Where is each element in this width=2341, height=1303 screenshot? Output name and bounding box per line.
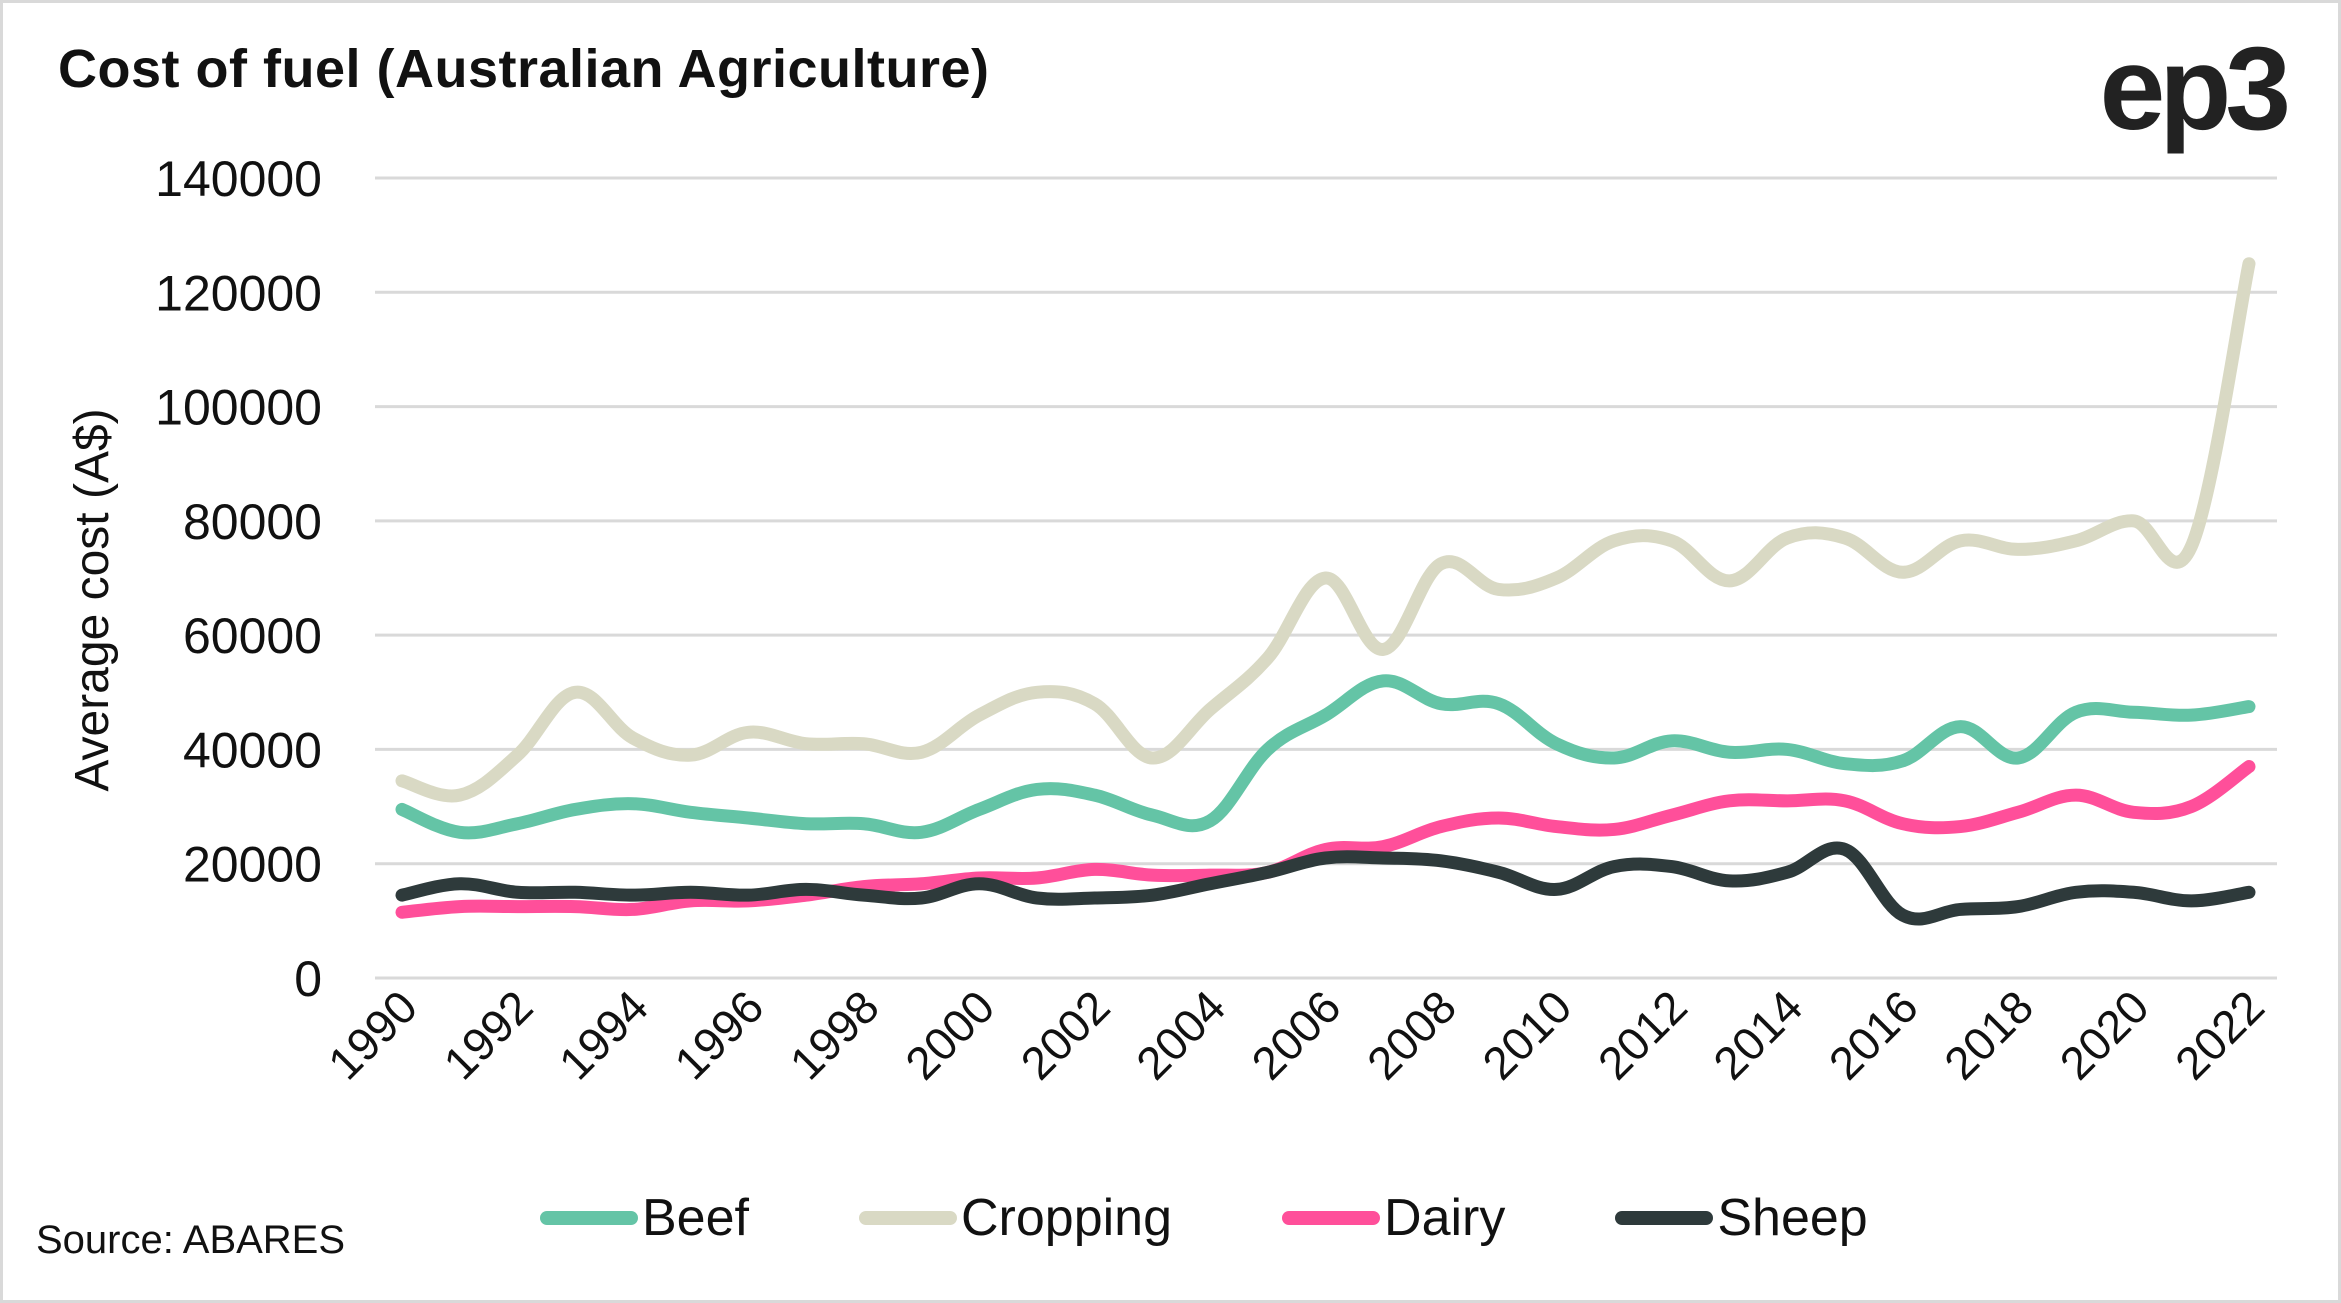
legend-label: Beef bbox=[642, 1189, 749, 1247]
x-tick-label: 2008 bbox=[1357, 980, 1466, 1089]
x-tick-label: 1990 bbox=[318, 980, 427, 1089]
x-tick-label: 1998 bbox=[780, 980, 889, 1089]
y-tick-label: 80000 bbox=[183, 494, 322, 550]
x-tick-label: 2010 bbox=[1472, 980, 1581, 1089]
y-tick-label: 20000 bbox=[183, 837, 322, 893]
x-tick-label: 2018 bbox=[1934, 980, 2043, 1089]
legend-label: Dairy bbox=[1384, 1189, 1506, 1247]
y-axis-label: Average cost (A$) bbox=[66, 408, 119, 791]
series-line-dairy bbox=[395, 760, 2256, 919]
x-tick-label: 2004 bbox=[1126, 980, 1235, 1089]
ep3-logo: ep3 bbox=[2099, 23, 2291, 155]
legend: Beef Cropping Dairy Sheep bbox=[540, 1188, 1978, 1248]
legend-item-sheep[interactable]: Sheep bbox=[1615, 1188, 1868, 1248]
y-axis-ticks: 0 20000 40000 60000 80000 100000 120000 140000 bbox=[155, 151, 322, 1007]
x-tick-label: 2022 bbox=[2165, 980, 2274, 1089]
legend-swatch-beef bbox=[540, 1211, 638, 1225]
y-tick-label: 100000 bbox=[155, 380, 322, 436]
x-tick-label: 2002 bbox=[1011, 980, 1120, 1089]
y-tick-label: 120000 bbox=[155, 265, 322, 321]
legend-swatch-sheep bbox=[1615, 1211, 1714, 1225]
legend-item-dairy[interactable]: Dairy bbox=[1282, 1188, 1505, 1248]
x-tick-label: 2000 bbox=[895, 980, 1004, 1089]
y-tick-label: 60000 bbox=[183, 608, 322, 664]
x-tick-label: 2006 bbox=[1241, 980, 1350, 1089]
x-tick-label: 1996 bbox=[664, 980, 773, 1089]
y-tick-label: 40000 bbox=[183, 722, 322, 778]
series-line-sheep bbox=[395, 841, 2256, 926]
x-tick-label: 1994 bbox=[549, 980, 658, 1089]
y-tick-label: 0 bbox=[294, 951, 322, 1007]
legend-swatch-dairy bbox=[1282, 1211, 1381, 1225]
source-note: Source: ABARES bbox=[36, 1218, 346, 1262]
chart-title: Cost of fuel (Australian Agriculture) bbox=[58, 39, 990, 99]
legend-label: Cropping bbox=[960, 1189, 1173, 1247]
legend-item-cropping[interactable]: Cropping bbox=[858, 1188, 1173, 1248]
x-tick-label: 2012 bbox=[1588, 980, 1697, 1089]
y-tick-label: 140000 bbox=[155, 151, 322, 207]
legend-item-beef[interactable]: Beef bbox=[540, 1188, 749, 1248]
x-tick-label: 1992 bbox=[433, 980, 542, 1089]
x-axis-ticks: 1990 1992 1994 1996 1998 2000 2002 2004 2006 2008… bbox=[318, 980, 2274, 1089]
series-line-cropping bbox=[395, 257, 2256, 803]
series-line-beef bbox=[395, 674, 2256, 840]
x-tick-label: 2020 bbox=[2049, 980, 2158, 1089]
legend-swatch-cropping bbox=[858, 1211, 957, 1225]
x-tick-label: 2016 bbox=[1819, 980, 1928, 1089]
x-tick-label: 2014 bbox=[1703, 980, 1812, 1089]
legend-label: Sheep bbox=[1717, 1189, 1868, 1247]
series-lines bbox=[395, 257, 2256, 926]
